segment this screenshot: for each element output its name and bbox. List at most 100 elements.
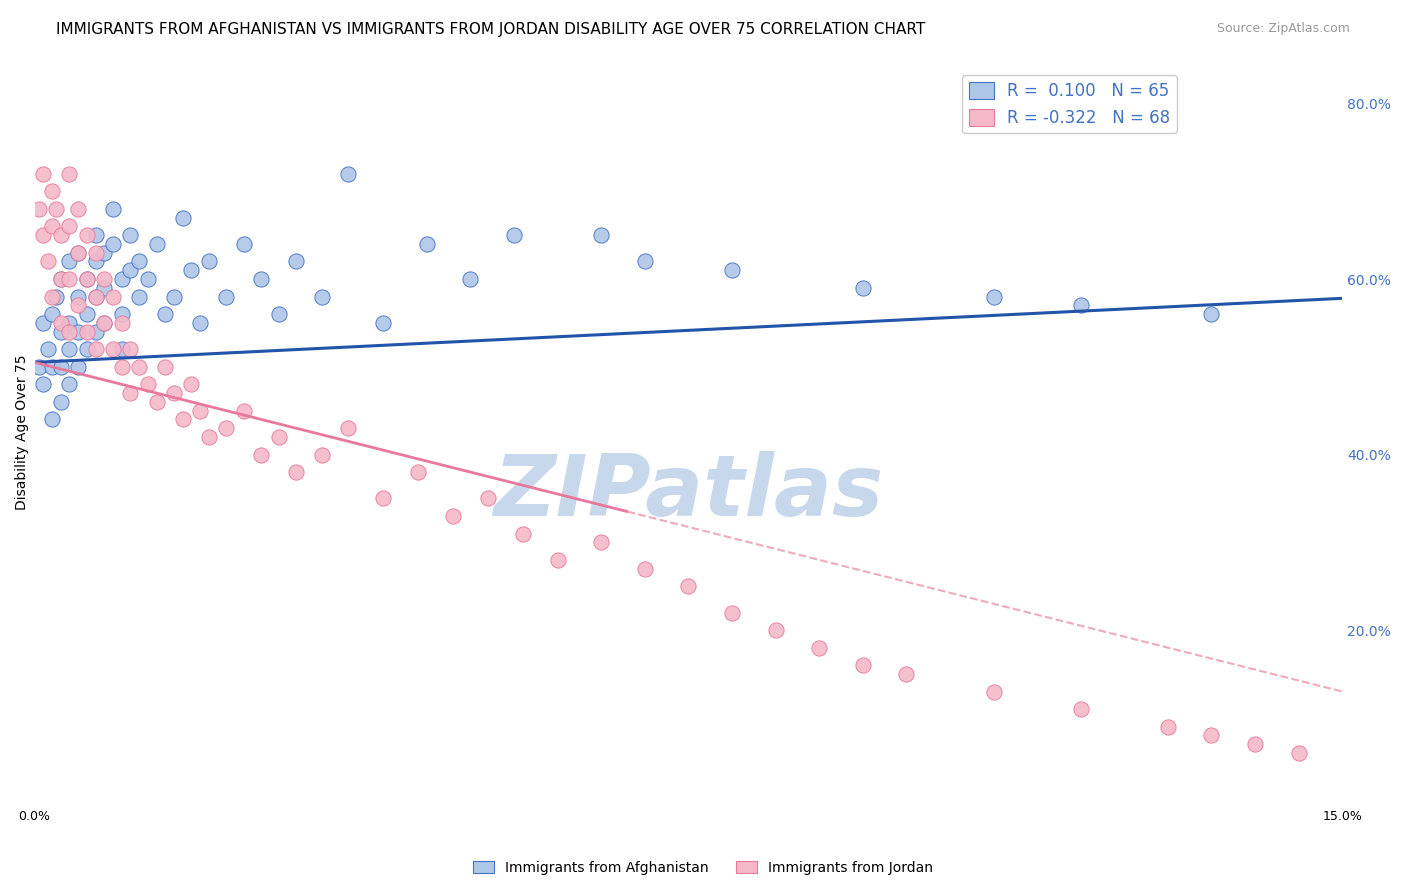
Point bbox=[49, 395, 72, 409]
Point bbox=[28, 359, 51, 374]
Legend: Immigrants from Afghanistan, Immigrants from Jordan: Immigrants from Afghanistan, Immigrants … bbox=[467, 855, 939, 880]
Point bbox=[634, 561, 657, 575]
Point bbox=[76, 343, 98, 357]
Point bbox=[67, 359, 90, 374]
Point bbox=[591, 535, 613, 549]
Point bbox=[721, 606, 744, 620]
Point bbox=[1070, 298, 1092, 312]
Point bbox=[84, 325, 107, 339]
Point bbox=[808, 640, 831, 655]
Point bbox=[41, 289, 63, 303]
Point bbox=[634, 254, 657, 268]
Point bbox=[93, 272, 115, 286]
Point bbox=[215, 289, 238, 303]
Point bbox=[58, 219, 80, 234]
Point bbox=[250, 272, 273, 286]
Point bbox=[101, 289, 124, 303]
Point bbox=[84, 228, 107, 243]
Point bbox=[93, 281, 115, 295]
Point bbox=[250, 448, 273, 462]
Point bbox=[441, 508, 464, 523]
Point bbox=[678, 579, 700, 593]
Point bbox=[58, 272, 80, 286]
Point bbox=[67, 245, 90, 260]
Point bbox=[84, 289, 107, 303]
Point bbox=[58, 254, 80, 268]
Point bbox=[84, 254, 107, 268]
Point bbox=[180, 263, 202, 277]
Point bbox=[852, 281, 875, 295]
Point bbox=[32, 377, 55, 392]
Point bbox=[49, 228, 72, 243]
Point bbox=[41, 184, 63, 198]
Point bbox=[1288, 746, 1310, 760]
Point bbox=[765, 623, 787, 637]
Point bbox=[128, 254, 150, 268]
Point bbox=[84, 289, 107, 303]
Point bbox=[111, 359, 134, 374]
Point bbox=[547, 553, 569, 567]
Point bbox=[373, 491, 395, 506]
Point bbox=[32, 316, 55, 330]
Point bbox=[49, 272, 72, 286]
Point bbox=[111, 272, 134, 286]
Point bbox=[232, 236, 254, 251]
Point bbox=[136, 272, 159, 286]
Point bbox=[721, 263, 744, 277]
Point bbox=[477, 491, 499, 506]
Point bbox=[49, 316, 72, 330]
Point bbox=[111, 316, 134, 330]
Y-axis label: Disability Age Over 75: Disability Age Over 75 bbox=[15, 355, 30, 510]
Point bbox=[1201, 728, 1223, 742]
Point bbox=[84, 245, 107, 260]
Point bbox=[101, 236, 124, 251]
Point bbox=[591, 228, 613, 243]
Point bbox=[145, 236, 167, 251]
Point bbox=[267, 430, 290, 444]
Point bbox=[76, 272, 98, 286]
Point bbox=[93, 316, 115, 330]
Point bbox=[76, 307, 98, 321]
Point bbox=[58, 316, 80, 330]
Point bbox=[983, 289, 1005, 303]
Point bbox=[460, 272, 482, 286]
Point bbox=[120, 228, 142, 243]
Point bbox=[136, 377, 159, 392]
Point bbox=[1201, 307, 1223, 321]
Legend: R =  0.100   N = 65, R = -0.322   N = 68: R = 0.100 N = 65, R = -0.322 N = 68 bbox=[962, 76, 1177, 134]
Point bbox=[45, 202, 67, 216]
Point bbox=[67, 298, 90, 312]
Point bbox=[58, 343, 80, 357]
Point bbox=[58, 325, 80, 339]
Point bbox=[111, 343, 134, 357]
Point bbox=[896, 667, 918, 681]
Point bbox=[120, 343, 142, 357]
Point bbox=[49, 325, 72, 339]
Point bbox=[188, 316, 211, 330]
Point bbox=[76, 325, 98, 339]
Point bbox=[337, 421, 360, 435]
Point bbox=[76, 228, 98, 243]
Point bbox=[128, 289, 150, 303]
Point bbox=[145, 395, 167, 409]
Point bbox=[311, 289, 333, 303]
Point bbox=[285, 254, 308, 268]
Point bbox=[101, 202, 124, 216]
Point bbox=[155, 359, 177, 374]
Point bbox=[32, 167, 55, 181]
Point bbox=[180, 377, 202, 392]
Point bbox=[198, 254, 221, 268]
Point bbox=[58, 377, 80, 392]
Point bbox=[120, 386, 142, 401]
Point bbox=[172, 211, 194, 225]
Point bbox=[267, 307, 290, 321]
Point bbox=[983, 684, 1005, 698]
Point bbox=[1244, 737, 1267, 751]
Point bbox=[76, 272, 98, 286]
Text: IMMIGRANTS FROM AFGHANISTAN VS IMMIGRANTS FROM JORDAN DISABILITY AGE OVER 75 COR: IMMIGRANTS FROM AFGHANISTAN VS IMMIGRANT… bbox=[56, 22, 925, 37]
Point bbox=[852, 658, 875, 673]
Point bbox=[49, 272, 72, 286]
Text: Source: ZipAtlas.com: Source: ZipAtlas.com bbox=[1216, 22, 1350, 36]
Point bbox=[111, 307, 134, 321]
Point bbox=[120, 263, 142, 277]
